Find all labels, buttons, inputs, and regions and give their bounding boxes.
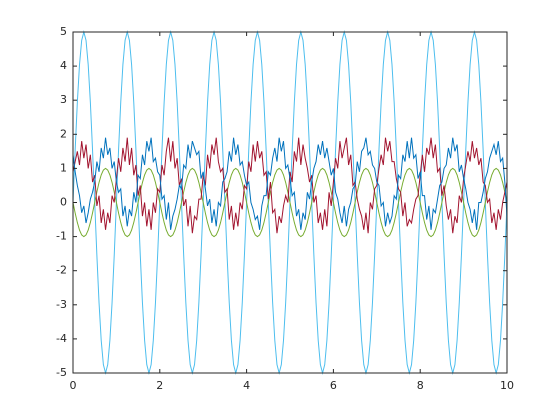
line <box>72 137 508 234</box>
y-tick-label: 4 <box>60 59 67 72</box>
line <box>72 167 508 238</box>
x-tick-label: 10 <box>500 379 514 392</box>
line <box>72 137 508 230</box>
y-tick-label: 1 <box>60 161 67 174</box>
x-tick-label: 0 <box>70 379 77 392</box>
x-tick-label: 8 <box>417 379 424 392</box>
x-tick-label: 6 <box>330 379 337 392</box>
y-tick-label: 3 <box>60 93 67 106</box>
y-tick-label: 5 <box>60 25 67 38</box>
y-tick-label: 0 <box>60 196 67 209</box>
y-tick-label: -4 <box>56 332 67 345</box>
x-tick-label: 2 <box>156 379 163 392</box>
y-tick-label: -2 <box>56 264 67 277</box>
x-tick-label: 4 <box>243 379 250 392</box>
y-tick-label: -1 <box>56 230 67 243</box>
y-tick-label: -3 <box>56 298 67 311</box>
y-tick-label: 2 <box>60 127 67 140</box>
y-tick-label: -5 <box>56 366 67 379</box>
